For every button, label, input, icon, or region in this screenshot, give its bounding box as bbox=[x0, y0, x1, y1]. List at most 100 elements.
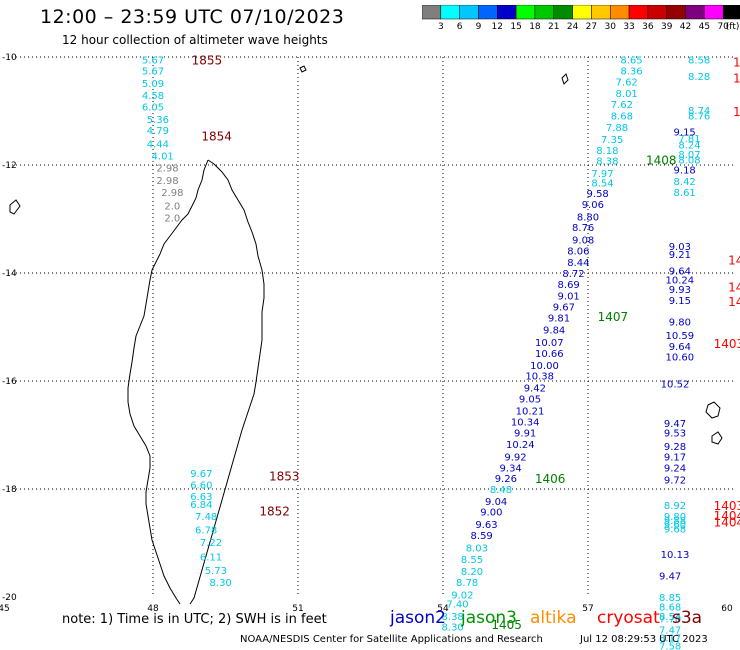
colorbar-swatch bbox=[534, 5, 555, 20]
pass-id-label: 1854 bbox=[201, 129, 232, 143]
swh-value: 9.81 bbox=[548, 313, 570, 324]
swh-value: 7.97 bbox=[591, 169, 613, 180]
swh-value: 8.59 bbox=[471, 531, 493, 542]
colorbar-label: 33 bbox=[623, 22, 635, 32]
swh-value: 7.47 bbox=[659, 625, 681, 636]
pass-id-label: 140 bbox=[733, 55, 740, 69]
swh-value: 7.62 bbox=[616, 77, 638, 88]
swh-value: 8.18 bbox=[596, 146, 618, 157]
swh-value: 9.05 bbox=[519, 394, 541, 405]
footer-timestamp: Jul 12 08:29:53 UTC 2023 bbox=[580, 634, 708, 645]
swh-value: 8.69 bbox=[558, 280, 580, 291]
colorbar-label: 15 bbox=[510, 22, 522, 32]
swh-value: 9.64 bbox=[669, 342, 691, 353]
map-title: 12:00 – 23:59 UTC 07/10/2023 bbox=[40, 6, 345, 28]
swh-value: 9.68 bbox=[664, 524, 686, 535]
colorbar-swatch bbox=[440, 5, 460, 20]
lon-tick-label: 57 bbox=[582, 604, 593, 614]
swh-value: 9.17 bbox=[664, 453, 686, 464]
pass-id-label: 1405 bbox=[491, 618, 522, 632]
swh-value: 9.93 bbox=[669, 285, 691, 296]
swh-value: 10.24 bbox=[666, 275, 695, 286]
swh-value: 9.63 bbox=[475, 520, 497, 531]
colorbar-swatch bbox=[572, 5, 592, 20]
swh-value: 9.06 bbox=[582, 200, 604, 211]
map-subtitle: 12 hour collection of altimeter wave hei… bbox=[62, 33, 328, 47]
colorbar-label: 70 bbox=[717, 22, 729, 32]
swh-value: 7.48 bbox=[195, 512, 217, 523]
colorbar-label: 9 bbox=[475, 22, 482, 32]
pass-id-label: 1853 bbox=[269, 470, 300, 484]
swh-value: 10.38 bbox=[525, 372, 554, 383]
swh-value: 8.38 bbox=[596, 157, 618, 168]
colorbar-swatch bbox=[722, 5, 740, 20]
swh-value: 5.67 bbox=[142, 56, 164, 67]
swh-value: 8.20 bbox=[461, 567, 483, 578]
swh-value: 8.80 bbox=[577, 212, 599, 223]
swh-value: 7.40 bbox=[446, 599, 468, 610]
swh-value: 9.47 bbox=[659, 571, 681, 582]
satellite-legend-s3a: s3a bbox=[672, 608, 703, 628]
pass-id-label: 1403 bbox=[714, 499, 740, 513]
swh-value: 10.07 bbox=[535, 338, 564, 349]
reunion-island bbox=[705, 401, 721, 419]
madagascar-coast bbox=[189, 159, 265, 605]
colorbar-swatch bbox=[422, 5, 442, 20]
swh-value: 9.58 bbox=[587, 189, 609, 200]
colorbar bbox=[422, 5, 740, 20]
swh-value: 10.34 bbox=[511, 418, 540, 429]
swh-value: 6.84 bbox=[190, 500, 212, 511]
lon-tick-label: 48 bbox=[147, 604, 159, 614]
swh-value: 8.54 bbox=[591, 178, 613, 189]
colorbar-swatch bbox=[704, 5, 724, 20]
swh-value: 8.72 bbox=[562, 269, 584, 280]
swh-value: 8.08 bbox=[678, 156, 700, 167]
swh-value: 9.67 bbox=[553, 302, 575, 313]
swh-value: 8.24 bbox=[678, 140, 700, 151]
colorbar-label: 36 bbox=[642, 22, 654, 32]
tromelin-island bbox=[561, 73, 569, 85]
swh-value: 9.42 bbox=[524, 383, 546, 394]
colorbar-label: 42 bbox=[679, 22, 692, 32]
colorbar-label: 39 bbox=[660, 22, 673, 32]
lat-tick-label: -16 bbox=[2, 377, 17, 387]
swh-value: 8.78 bbox=[456, 578, 478, 589]
swh-value: 9.92 bbox=[504, 453, 526, 464]
lat-tick-label: -10 bbox=[2, 53, 17, 63]
swh-value: 8.55 bbox=[461, 555, 483, 566]
swh-value: 7.35 bbox=[601, 135, 623, 146]
swh-value: 9.15 bbox=[674, 128, 696, 139]
swh-value: 9.91 bbox=[514, 428, 536, 439]
swh-value: 8.30 bbox=[442, 623, 464, 634]
colorbar-label: 21 bbox=[548, 22, 560, 32]
swh-value: 10.59 bbox=[666, 331, 695, 342]
swh-value: 7.88 bbox=[606, 123, 628, 134]
swh-value: 5.36 bbox=[147, 115, 169, 126]
swh-value: 4.58 bbox=[142, 91, 164, 102]
swh-value: 9.26 bbox=[495, 474, 517, 485]
colorbar-label: (ft) bbox=[725, 22, 740, 32]
swh-value: 8.36 bbox=[620, 67, 642, 78]
swh-value: 8.44 bbox=[567, 258, 589, 269]
pass-id-label: 1407 bbox=[598, 310, 629, 324]
swh-value: 8.30 bbox=[210, 578, 232, 589]
colorbar-label: 18 bbox=[529, 22, 541, 32]
swh-value: 9.72 bbox=[664, 475, 686, 486]
swh-value: 9.34 bbox=[500, 463, 522, 474]
swh-value: 7.58 bbox=[659, 642, 681, 650]
colorbar-swatch bbox=[515, 5, 536, 20]
swh-value: 7.62 bbox=[611, 100, 633, 111]
swh-value: 4.01 bbox=[152, 151, 174, 162]
swh-value: 7.22 bbox=[200, 538, 222, 549]
swh-value: 8.92 bbox=[664, 501, 686, 512]
swh-value: 6.63 bbox=[190, 492, 212, 503]
pass-id-label: 1855 bbox=[192, 54, 223, 68]
swh-value: 8.68 bbox=[659, 603, 681, 614]
lon-tick-label: 54 bbox=[437, 604, 449, 614]
colorbar-label: 12 bbox=[491, 22, 503, 32]
colorbar-labels: 3 6 9 12 15 18 21 24 27 30 33 36 39 42 45 70 (ft) bbox=[422, 22, 740, 34]
colorbar-swatch bbox=[647, 5, 667, 20]
swh-value: 8.76 bbox=[572, 223, 594, 234]
swh-value: 8.06 bbox=[567, 246, 589, 257]
